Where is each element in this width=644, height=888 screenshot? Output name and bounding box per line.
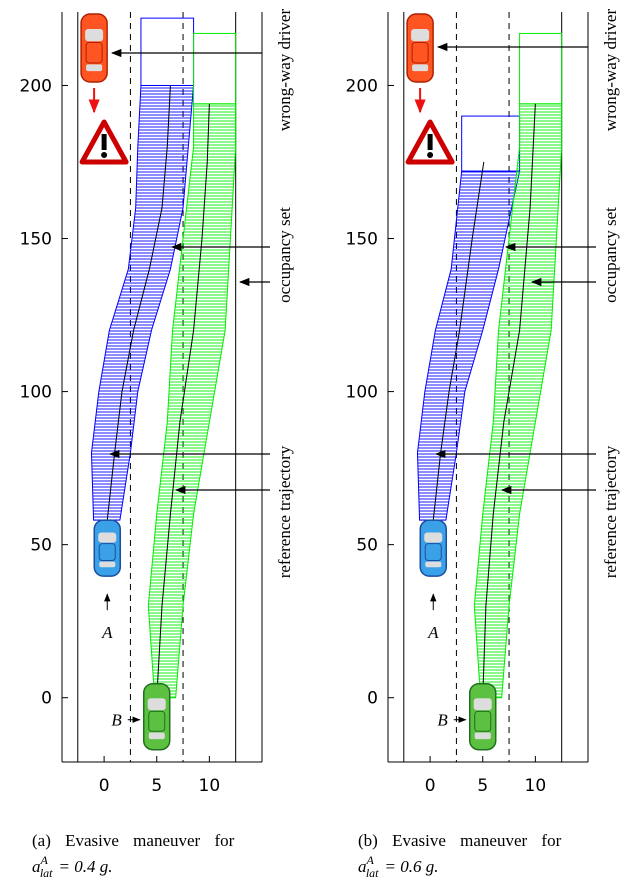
caption-math-part: lat [40,866,53,880]
car-roof [149,711,165,731]
vehicle-label: B [111,711,122,730]
car-rear-window [99,562,115,568]
car-roof [412,43,428,63]
y-tick-label: 200 [346,76,378,96]
car-roof [475,711,491,731]
car-icon [94,520,120,576]
vehicle-label: B [437,711,448,730]
car-roof [86,43,102,63]
x-tick-label: 5 [151,776,162,796]
occupancy-final [520,33,562,103]
car-icon [81,14,107,82]
y-tick-label: 0 [41,689,52,709]
car-windshield [98,532,116,542]
annotation: occupancy set [275,207,294,303]
car-icon [420,520,446,576]
vehicle-label: A [101,623,113,642]
y-tick-label: 150 [20,230,52,250]
annotation: reference trajectory [275,445,294,578]
occupancy-final [462,116,520,171]
annotation: reference trajectory [601,445,620,578]
vehicle-label: A [427,623,439,642]
occupancy-final [194,33,236,103]
y-tick-label: 50 [30,536,52,556]
x-tick-label: 0 [99,776,110,796]
caption-math-part: lat [366,866,379,880]
car-rear-window [86,64,102,71]
warning-mark [428,134,433,150]
y-tick-label: 150 [346,230,378,250]
y-tick-label: 50 [356,536,378,556]
car-roof [425,544,441,561]
caption-math-part: A [366,853,375,867]
car-windshield [474,698,492,710]
car-rear-window [425,562,441,568]
figure: 0501001502000510ABwrong-way driveroccupa… [0,0,644,888]
y-tick-label: 100 [346,383,378,403]
car-rear-window [475,733,491,740]
car-icon [470,684,496,750]
y-tick-label: 200 [20,76,52,96]
occupancy-final [141,18,194,85]
car-windshield [411,29,429,41]
caption-math-part: A [40,853,49,867]
car-windshield [85,29,103,41]
annotation: wrong-way driver [601,9,620,132]
car-windshield [148,698,166,710]
car-rear-window [149,733,165,740]
car-windshield [424,532,442,542]
x-tick-label: 0 [425,776,436,796]
warning-mark [102,134,107,150]
y-tick-label: 100 [20,383,52,403]
x-tick-label: 5 [477,776,488,796]
annotation: wrong-way driver [275,9,294,132]
caption: (b) Evasive maneuver for [358,831,562,850]
caption-math-part: = 0.6 g. [385,857,439,876]
x-tick-label: 10 [525,776,547,796]
y-tick-label: 0 [367,689,378,709]
car-rear-window [412,64,428,71]
car-icon [407,14,433,82]
car-icon [144,684,170,750]
annotation: occupancy set [601,207,620,303]
x-tick-label: 10 [199,776,221,796]
caption-math-part: = 0.4 g. [59,857,113,876]
warning-dot [101,152,107,158]
caption: (a) Evasive maneuver for [32,831,235,850]
warning-dot [427,152,433,158]
car-roof [99,544,115,561]
